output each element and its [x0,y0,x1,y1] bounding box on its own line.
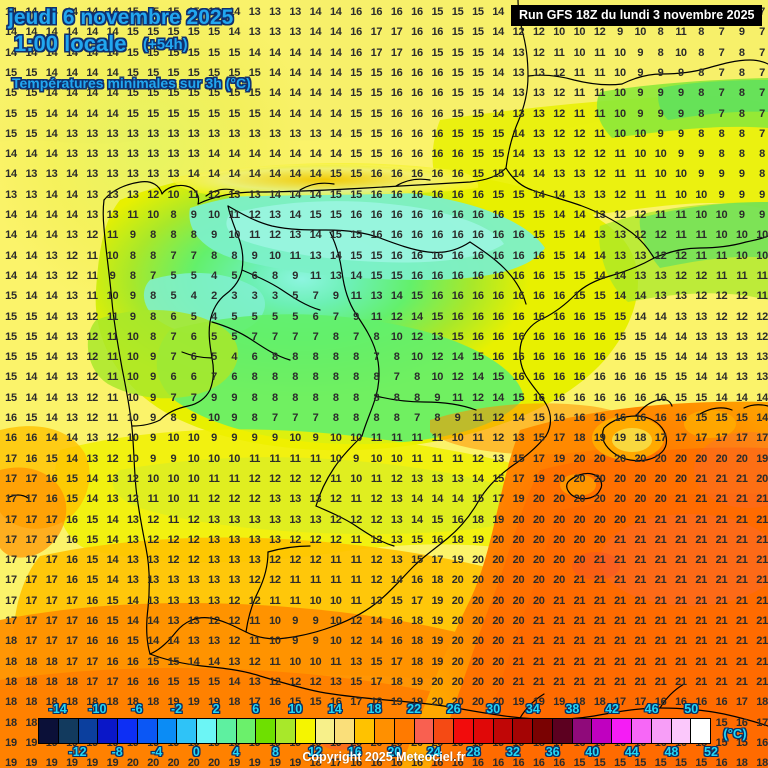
legend-tick-label: -8 [111,745,123,759]
legend-color-cell[interactable] [572,719,593,743]
legend-color-cell[interactable] [197,719,217,743]
legend-color-cell[interactable] [473,719,494,743]
legend-tick-label: 40 [585,745,600,759]
legend-tick-label: 6 [252,702,260,716]
legend-tick-label: 12 [308,745,323,759]
legend-color-cell[interactable] [39,719,59,743]
legend-tick-label: 10 [288,702,303,716]
legend-tick-label: -4 [151,745,163,759]
legend-color-cell[interactable] [671,719,692,743]
legend-color-cell[interactable] [276,719,296,743]
legend-tick-label: 36 [545,745,560,759]
legend-tick-label: 48 [664,745,679,759]
legend-tick-label: 34 [525,702,540,716]
legend-tick-label: -2 [170,702,183,716]
legend-tick-label: 22 [407,702,422,716]
copyright-notice: Copyright 2025 Meteociel.fr [302,750,466,764]
legend-color-cell[interactable] [414,719,435,743]
parameter-label: Températures minimales sur 3h (°C) [12,75,251,91]
legend-tick-label: 38 [565,702,580,716]
forecast-offset: (+54h) [143,36,188,53]
legend-tick-label: 30 [486,702,501,716]
legend-color-cell[interactable] [375,719,395,743]
legend-tick-label: 14 [327,702,342,716]
legend-color-cell[interactable] [216,719,237,743]
legend-color-cell[interactable] [295,719,316,743]
legend-color-cell[interactable] [256,719,277,743]
legend-color-cell[interactable] [78,719,99,743]
color-scale-legend[interactable] [38,718,711,744]
legend-color-cell[interactable] [157,719,178,743]
legend-tick-label: 42 [605,702,619,716]
legend-tick-label: 44 [624,745,639,759]
legend-color-cell[interactable] [691,719,711,743]
legend-color-cell[interactable] [394,719,415,743]
model-run-banner: Run GFS 18Z du lundi 3 novembre 2025 [511,5,763,26]
legend-color-cell[interactable] [58,719,79,743]
legend-tick-label: 24 [426,745,441,759]
legend-tick-label: 52 [704,745,718,759]
legend-tick-label: 8 [272,745,279,759]
legend-color-cell[interactable] [355,719,376,743]
legend-tick-label: 4 [232,745,240,759]
legend-tick-label: 26 [446,702,461,716]
legend-tick-label: 20 [387,745,402,759]
legend-color-cell[interactable] [434,719,455,743]
legend-tick-label: -14 [48,702,67,716]
legend-tick-label: 18 [367,702,382,716]
legend-tick-label: 32 [506,745,520,759]
unit-label: (°C) [723,726,747,741]
legend-color-cell[interactable] [118,719,138,743]
legend-color-cell[interactable] [552,719,573,743]
legend-tick-label: -12 [68,745,87,759]
forecast-hour: 1:00 locale [14,31,127,56]
legend-color-cell[interactable] [236,719,257,743]
legend-tick-label: 50 [684,702,699,716]
legend-tick-label: 0 [192,745,200,759]
legend-color-cell[interactable] [651,719,672,743]
legend-tick-label: 2 [212,702,220,716]
legend-color-cell[interactable] [137,719,158,743]
legend-tick-label: -10 [88,702,107,716]
legend-color-cell[interactable] [513,719,534,743]
legend-color-cell[interactable] [612,719,632,743]
legend-color-cell[interactable] [454,719,474,743]
legend-tick-label: 46 [644,702,659,716]
legend-color-cell[interactable] [533,719,553,743]
legend-color-cell[interactable] [315,719,336,743]
legend-color-cell[interactable] [177,719,198,743]
legend-color-cell[interactable] [631,719,652,743]
legend-color-cell[interactable] [493,719,514,743]
legend-tick-label: 16 [347,745,362,759]
legend-tick-label: -6 [131,702,143,716]
legend-tick-label: 28 [466,745,481,759]
legend-color-cell[interactable] [98,719,119,743]
forecast-date: jeudi 6 novembre 2025 [8,6,234,29]
legend-color-cell[interactable] [592,719,613,743]
legend-color-cell[interactable] [335,719,356,743]
